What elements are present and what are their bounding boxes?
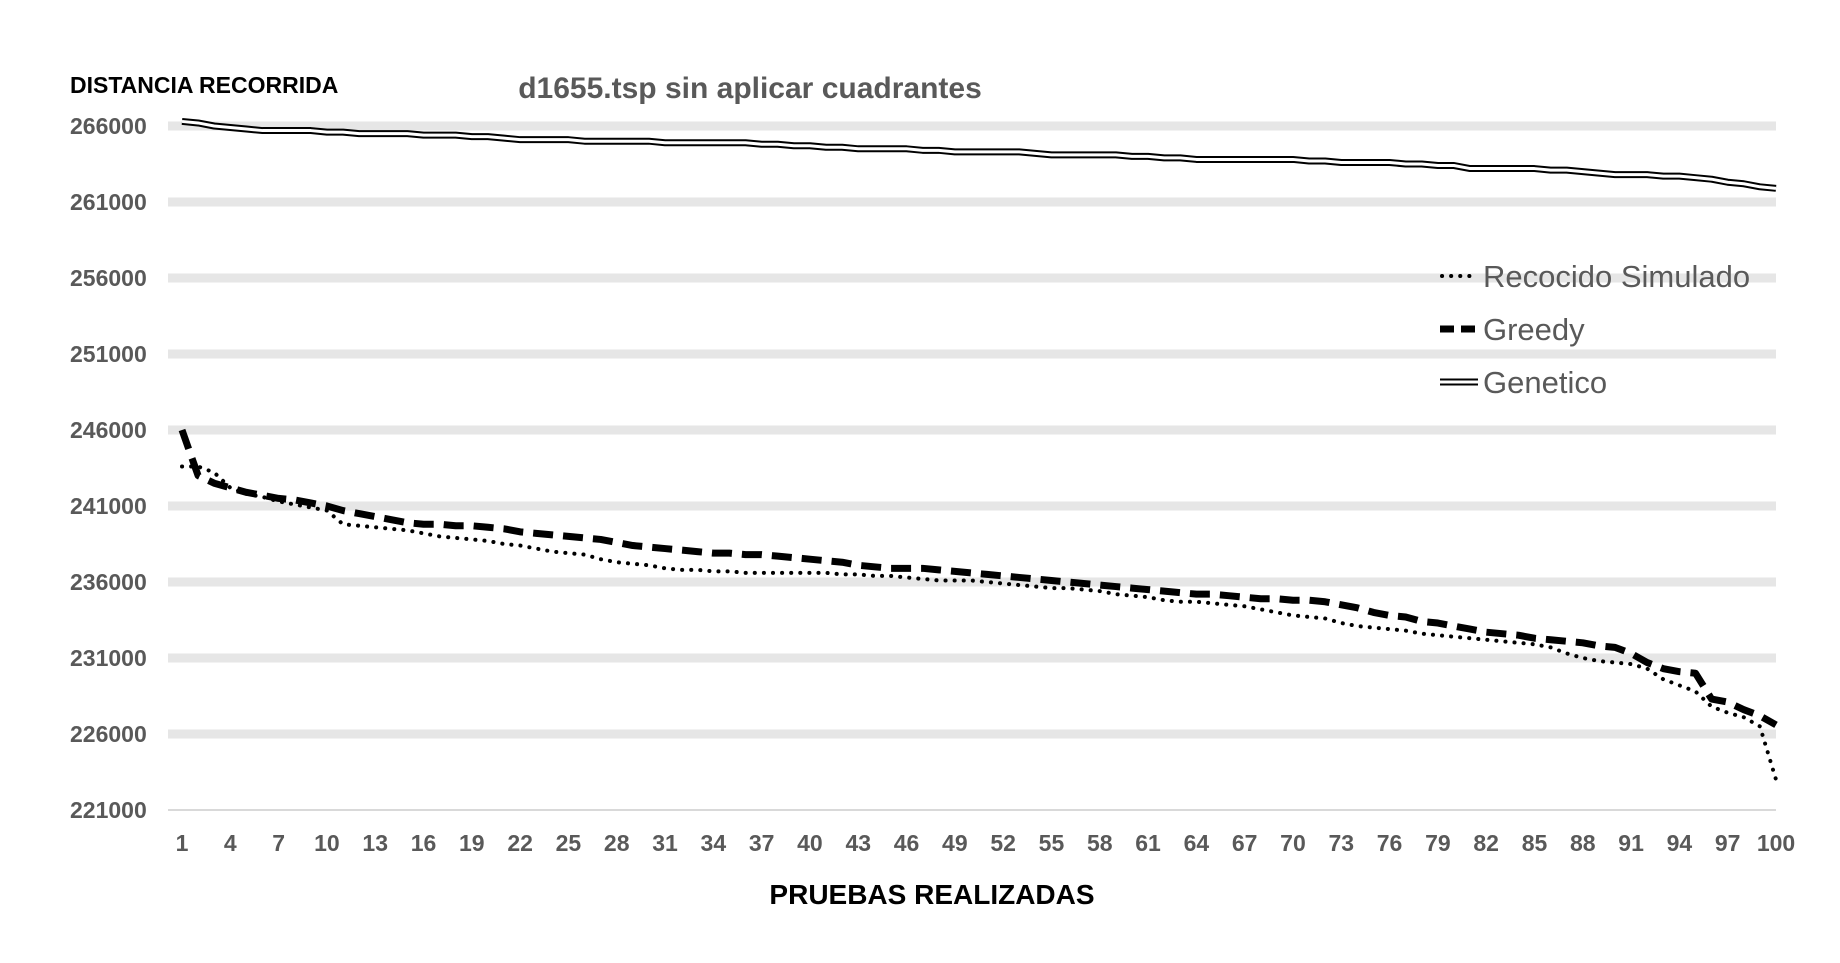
- x-tick-label: 73: [1328, 830, 1354, 856]
- genetico-line-inner: [181, 119, 1777, 190]
- x-tick-label: 67: [1232, 830, 1258, 856]
- x-axis-title: PRUEBAS REALIZADAS: [769, 879, 1094, 910]
- y-tick-label: 231000: [70, 645, 147, 671]
- legend-recocido-simulado-label: Recocido Simulado: [1483, 259, 1750, 294]
- x-tick-label: 19: [459, 830, 485, 856]
- y-tick-labels: 266000 261000 256000 251000 246000 241000 2360…: [70, 113, 147, 823]
- x-tick-label: 94: [1667, 830, 1693, 856]
- x-tick-label: 76: [1377, 830, 1403, 856]
- x-tick-label: 13: [362, 830, 388, 856]
- y-tick-label: 241000: [70, 493, 147, 519]
- y-axis-title: DISTANCIA RECORRIDA: [70, 72, 338, 98]
- x-tick-label: 34: [701, 830, 727, 856]
- x-tick-label: 46: [894, 830, 920, 856]
- legend-genetico-label: Genetico: [1483, 365, 1607, 400]
- x-tick-label: 31: [652, 830, 678, 856]
- x-tick-label: 97: [1715, 830, 1741, 856]
- x-tick-label: 7: [272, 830, 285, 856]
- x-tick-label: 1: [176, 830, 189, 856]
- y-tick-label: 261000: [70, 189, 147, 215]
- y-tick-label: 266000: [70, 113, 147, 139]
- x-tick-label: 49: [942, 830, 968, 856]
- x-tick-label: 40: [797, 830, 823, 856]
- y-tick-label: 251000: [70, 341, 147, 367]
- x-tick-label: 28: [604, 830, 630, 856]
- x-tick-label: 79: [1425, 830, 1451, 856]
- x-tick-label: 61: [1135, 830, 1161, 856]
- x-tick-label: 37: [749, 830, 775, 856]
- x-tick-label: 55: [1039, 830, 1065, 856]
- y-tick-label: 246000: [70, 417, 147, 443]
- x-tick-labels: 1 4 7 10 13 16 19 22 25 28 31 34 37 40 43 46 49 52 55 58 61 6…: [176, 830, 1796, 856]
- chart-title: d1655.tsp sin aplicar cuadrantes: [518, 72, 982, 105]
- x-tick-label: 58: [1087, 830, 1113, 856]
- x-tick-label: 4: [224, 830, 237, 856]
- x-tick-label: 91: [1618, 830, 1644, 856]
- x-tick-label: 100: [1757, 830, 1795, 856]
- x-tick-label: 82: [1473, 830, 1499, 856]
- greedy-line: [178, 428, 1778, 728]
- x-tick-label: 85: [1522, 830, 1548, 856]
- x-tick-label: 10: [314, 830, 340, 856]
- x-tick-label: 70: [1280, 830, 1306, 856]
- y-tick-label: 256000: [70, 265, 147, 291]
- x-tick-label: 88: [1570, 830, 1596, 856]
- legend: Recocido Simulado Greedy Genetico: [1440, 259, 1750, 400]
- y-tick-label: 226000: [70, 721, 147, 747]
- x-tick-label: 64: [1184, 830, 1210, 856]
- legend-greedy-label: Greedy: [1483, 312, 1585, 347]
- x-tick-label: 52: [990, 830, 1016, 856]
- y-tick-label: 221000: [70, 797, 147, 823]
- y-tick-label: 236000: [70, 569, 147, 595]
- recocido-simulado-line: [180, 464, 1778, 782]
- x-tick-label: 43: [845, 830, 871, 856]
- x-tick-label: 16: [411, 830, 437, 856]
- x-tick-label: 22: [507, 830, 533, 856]
- x-tick-label: 25: [556, 830, 582, 856]
- grid-lines: [168, 121, 1776, 811]
- series-lines: [178, 117, 1778, 782]
